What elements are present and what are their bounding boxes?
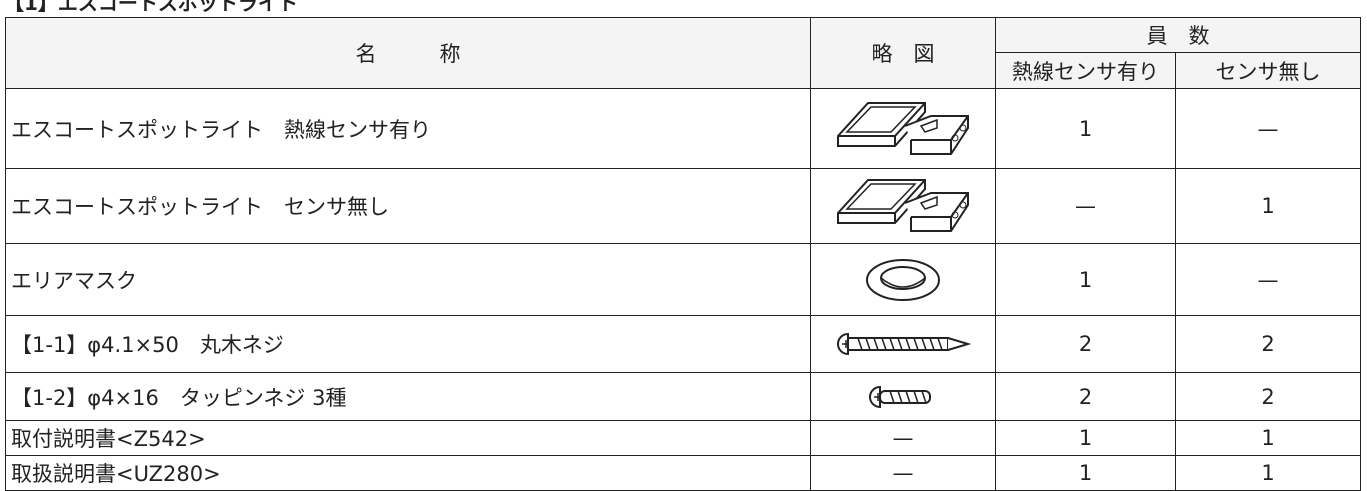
qty-no-sensor: —: [1175, 88, 1361, 169]
section-title: 【1】エスコートスポットライト: [4, 0, 298, 15]
table-row: 取付説明書<Z542> —1 1: [5, 420, 1361, 456]
part-name: エスコートスポットライト センサ無し: [5, 168, 811, 244]
table-row: エスコートスポットライト 熱線センサ有り 1—: [5, 88, 1361, 169]
part-name: エリアマスク: [5, 243, 811, 316]
parts-table: 名 称 略 図 員 数 熱線センサ有り センサ無し エスコートスポットライト 熱…: [5, 17, 1361, 491]
part-name: 【1-2】φ4×16 タッピンネジ 3種: [5, 372, 811, 421]
qty-no-sensor: 2: [1175, 372, 1361, 421]
column-header: 名 称: [5, 17, 811, 89]
column-header: 略 図: [810, 17, 996, 89]
qty-sensor: 1: [995, 243, 1176, 316]
part-sketch: [837, 101, 969, 155]
sketch-cell: [810, 372, 996, 421]
part-sketch: [837, 179, 969, 232]
qty-sensor: 1: [995, 420, 1176, 456]
qty-sensor: 1: [995, 88, 1176, 169]
sketch-cell: —: [810, 455, 996, 491]
qty-sensor: 2: [995, 315, 1176, 373]
table-row: エスコートスポットライト センサ無し —1: [5, 168, 1361, 244]
part-name: 取扱説明書<UZ280>: [5, 455, 811, 491]
sketch-cell: [810, 243, 996, 316]
part-sketch: [866, 258, 940, 301]
qty-sensor: —: [995, 168, 1176, 244]
part-name: 【1-1】φ4.1×50 丸木ネジ: [5, 315, 811, 373]
qty-no-sensor: 1: [1175, 420, 1361, 456]
qty-no-sensor: 1: [1175, 168, 1361, 244]
column-header: 員 数: [995, 17, 1361, 53]
subcolumn-header: 熱線センサ有り: [995, 52, 1176, 89]
part-sketch: [869, 385, 931, 408]
part-name: 取付説明書<Z542>: [5, 420, 811, 456]
qty-no-sensor: —: [1175, 243, 1361, 316]
subcolumn-header: センサ無し: [1175, 52, 1361, 89]
part-sketch: [836, 332, 971, 356]
sketch-cell: [810, 168, 996, 244]
sketch-cell: [810, 315, 996, 373]
part-name: エスコートスポットライト 熱線センサ有り: [5, 88, 811, 169]
sketch-cell: [810, 88, 996, 169]
table-body: エスコートスポットライト 熱線センサ有り 1— エスコートスポットライト センサ無し…: [5, 88, 1361, 491]
table-row: 【1-2】φ4×16 タッピンネジ 3種 2 2: [5, 372, 1361, 421]
table-row: 取扱説明書<UZ280> —1 1: [5, 455, 1361, 491]
table-row: エリアマスク 1—: [5, 243, 1361, 316]
qty-no-sensor: 1: [1175, 455, 1361, 491]
qty-sensor: 1: [995, 455, 1176, 491]
table-row: 【1-1】φ4.1×50 丸木ネジ 2 2: [5, 315, 1361, 373]
sketch-cell: —: [810, 420, 996, 456]
qty-sensor: 2: [995, 372, 1176, 421]
qty-no-sensor: 2: [1175, 315, 1361, 373]
